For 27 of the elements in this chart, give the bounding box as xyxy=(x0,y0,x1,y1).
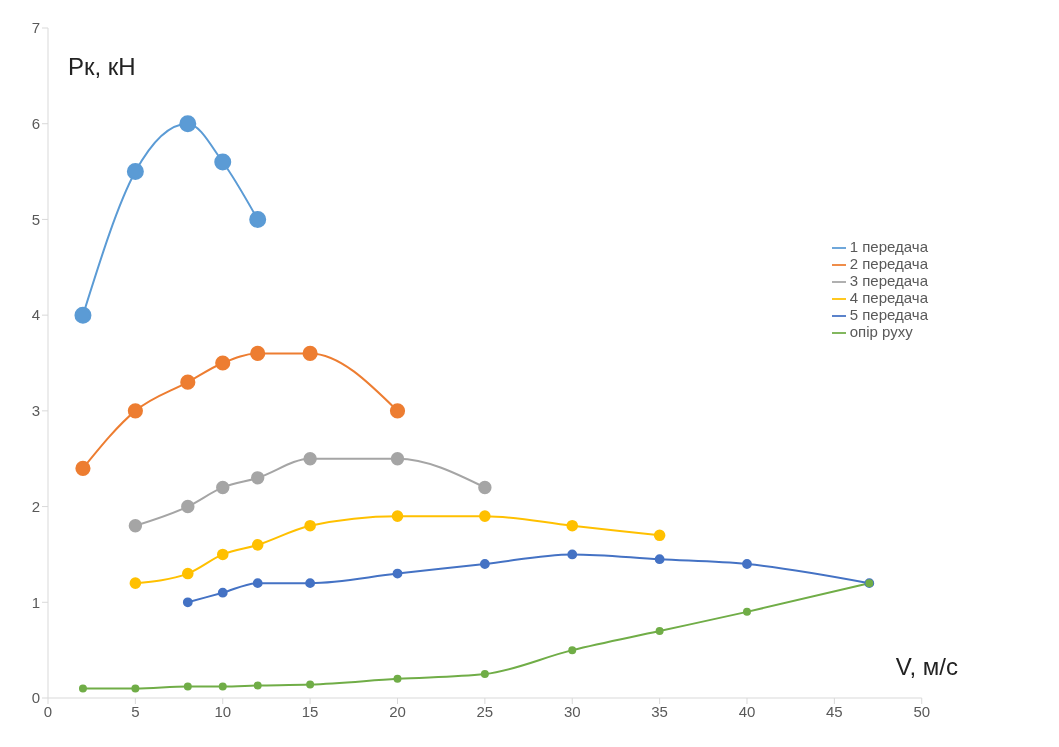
x-tick-label: 35 xyxy=(651,702,668,720)
x-tick-label: 20 xyxy=(389,702,406,720)
y-tick-label: 4 xyxy=(31,306,40,324)
y-tick-label: 3 xyxy=(31,402,40,420)
y-tick-label: 1 xyxy=(31,593,40,611)
x-tick-label: 5 xyxy=(131,702,140,720)
legend-label: 1 передача xyxy=(849,238,928,255)
legend-label: 3 передача xyxy=(849,272,928,290)
legend-label: 5 передача xyxy=(849,306,928,324)
x-axis-title: V, м/с xyxy=(895,653,958,681)
y-tick-label: 5 xyxy=(31,210,40,228)
x-tick-label: 40 xyxy=(738,702,756,720)
y-tick-label: 0 xyxy=(31,689,40,707)
x-tick-label: 30 xyxy=(563,702,581,720)
legend-label: 4 передача xyxy=(849,289,928,307)
y-tick-label: 6 xyxy=(31,115,40,133)
x-tick-label: 50 xyxy=(913,702,931,720)
x-tick-label: 15 xyxy=(301,702,319,720)
y-axis-title: Pк, кН xyxy=(68,53,136,81)
x-tick-label: 10 xyxy=(214,702,232,720)
y-tick-label: 7 xyxy=(31,19,40,37)
x-tick-label: 45 xyxy=(826,702,843,720)
y-tick-label: 2 xyxy=(31,497,40,515)
legend-label: 2 передача xyxy=(849,255,928,273)
x-tick-label: 0 xyxy=(43,702,53,720)
x-tick-label: 25 xyxy=(476,702,494,720)
legend-label: опір руху xyxy=(849,323,913,341)
